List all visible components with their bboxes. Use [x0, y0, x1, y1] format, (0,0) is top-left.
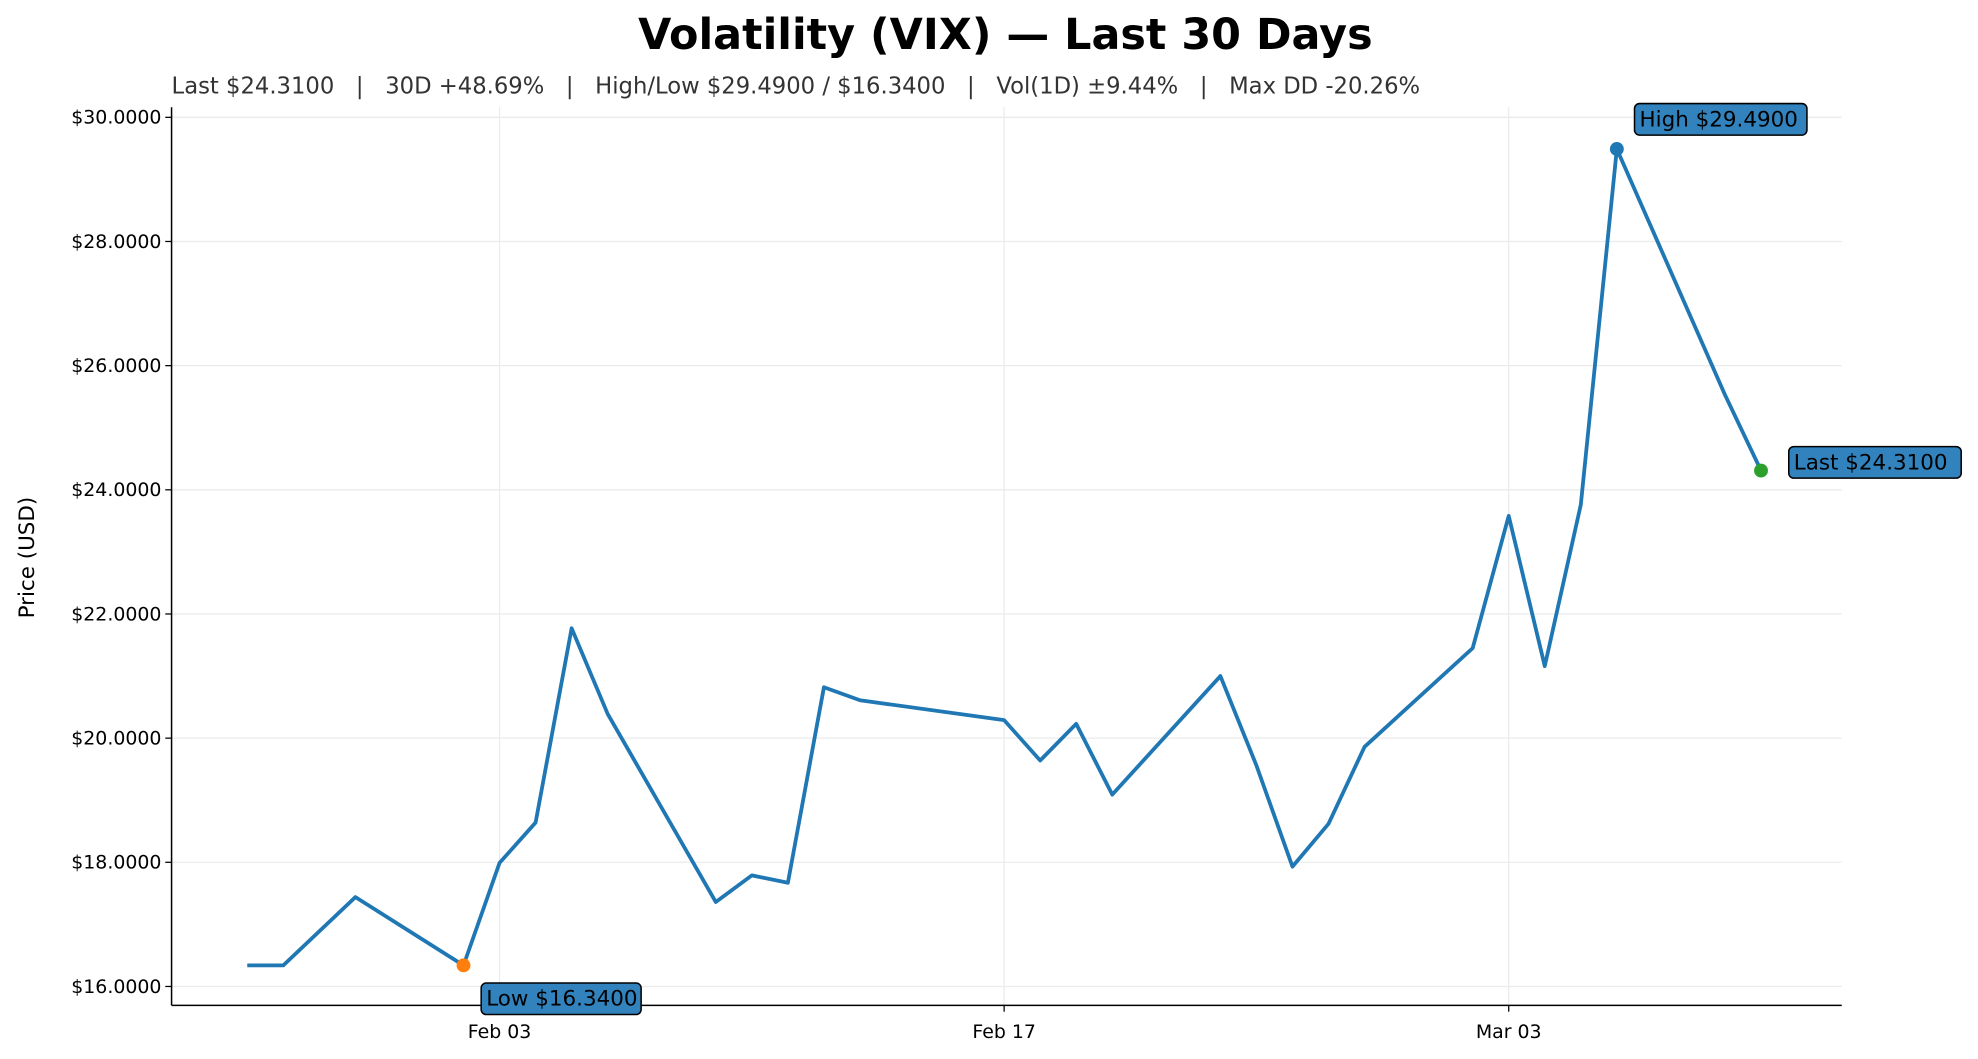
annotation-label: Low $16.3400 [486, 987, 637, 1012]
y-tick-label: $26.0000 [71, 355, 161, 377]
y-axis-label: Price (USD) [15, 497, 40, 619]
y-tick-label: $22.0000 [71, 603, 161, 625]
chart-title: Volatility (VIX) — Last 30 Days [638, 10, 1372, 60]
annotation-box [480, 982, 642, 1016]
y-tick-label: $20.0000 [71, 727, 161, 749]
annotation-label: Last $24.3100 [1794, 450, 1948, 475]
chart-subtitle: Last $24.3100 | 30D +48.69% | High/Low $… [172, 73, 1421, 99]
y-tick-label: $16.0000 [71, 976, 161, 998]
y-tick-label: $28.0000 [71, 231, 161, 253]
y-tick-label: $24.0000 [71, 479, 161, 501]
y-tick-label: $18.0000 [71, 852, 161, 874]
x-tick-label: Feb 03 [468, 1021, 532, 1043]
annotation-marker [1609, 142, 1624, 156]
x-tick-label: Feb 17 [972, 1021, 1036, 1043]
annotation-marker [1754, 463, 1768, 478]
x-tick-label: Mar 03 [1476, 1021, 1542, 1043]
annotation-marker [456, 958, 471, 973]
y-tick-label: $30.0000 [71, 107, 161, 129]
annotation-box [1633, 102, 1808, 136]
annotation-box [1788, 445, 1962, 479]
annotation-label: High $29.4900 [1640, 107, 1798, 132]
